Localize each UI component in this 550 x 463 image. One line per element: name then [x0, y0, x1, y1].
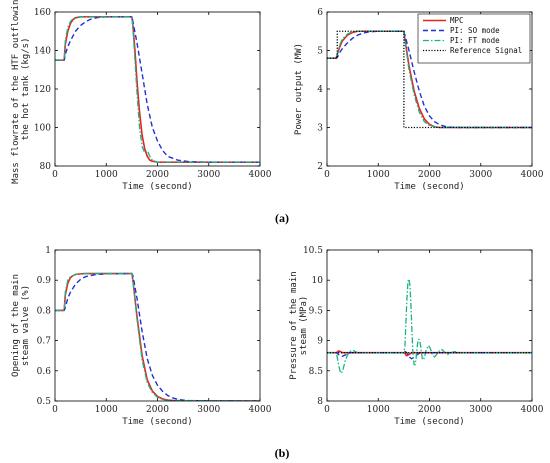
chart-panel-3: 0 1000 2000 3000 4000 8 8.5 9 9.5 10 10.5 Time (sec…: [289, 246, 544, 427]
axes-frame: [54, 11, 261, 167]
chart-panel-2: 0 1000 2000 3000 4000 0.5 0.6 0.7 0.8 0.9 1 Time (s…: [11, 246, 272, 427]
legend-entry: PI: FT mode: [450, 36, 500, 45]
y-tick-label: 120: [34, 85, 51, 95]
axes-frame: [326, 249, 533, 402]
plot-area: [55, 12, 260, 166]
y-axis-label: Power output (MW): [294, 43, 304, 135]
x-tick-label: 0: [52, 170, 58, 180]
x-tick-label: 0: [324, 405, 330, 415]
x-axis-label: Time (second): [122, 417, 192, 427]
x-tick-label: 3000: [469, 170, 492, 180]
y-tick-label: 0.8: [37, 306, 52, 316]
legend-entry: MPC: [450, 16, 464, 25]
y-tick-label: 0.5: [37, 397, 52, 407]
x-tick-label: 2000: [418, 170, 441, 180]
y-tick-label: 0.9: [37, 276, 52, 286]
y-tick-label: 160: [34, 8, 51, 18]
y-axis-label: steam valve (%): [21, 285, 31, 366]
x-tick-label: 1000: [95, 170, 118, 180]
y-tick-label: 0.6: [37, 367, 52, 377]
series-line-2: [55, 16, 260, 164]
y-tick-label: 8: [317, 397, 323, 407]
x-tick-label: 1000: [367, 170, 390, 180]
x-tick-label: 2000: [146, 170, 169, 180]
x-tick-label: 3000: [197, 170, 220, 180]
series-line-1: [55, 16, 260, 163]
axes-frame: [54, 249, 261, 402]
y-tick-label: 0.7: [37, 337, 52, 347]
x-tick-label: 3000: [197, 405, 220, 415]
x-axis-label: Time (second): [122, 182, 192, 192]
x-tick-label: 1000: [95, 405, 118, 415]
x-tick-label: 0: [324, 170, 330, 180]
y-tick-label: 5: [317, 47, 323, 57]
series-line-1: [55, 272, 260, 401]
y-axis-label: Mass flowrate of the HTF outflowing: [11, 0, 21, 184]
y-tick-label: 2: [317, 162, 323, 172]
y-tick-label: 140: [34, 47, 51, 57]
x-tick-label: 3000: [469, 405, 492, 415]
y-tick-label: 10: [312, 276, 324, 286]
y-axis-label: the hot tank (kg/s): [21, 38, 31, 141]
y-tick-label: 1: [45, 246, 51, 256]
y-tick-label: 100: [34, 124, 51, 134]
x-tick-label: 2000: [418, 405, 441, 415]
x-tick-label: 0: [52, 405, 58, 415]
series-line-2: [55, 272, 260, 401]
y-axis-label: steam (MPa): [299, 296, 309, 356]
series-line-3: [327, 30, 532, 129]
x-tick-label: 1000: [367, 405, 390, 415]
x-axis-label: Time (second): [394, 417, 464, 427]
y-tick-label: 80: [40, 162, 52, 172]
chart-panel-0: 0 1000 2000 3000 4000 80 100 120 140 160 Time (sec…: [11, 0, 272, 192]
y-axis-label: Opening of the main: [11, 274, 21, 377]
series-line-2: [327, 30, 532, 129]
series-line-2: [327, 278, 532, 374]
legend-entry: PI: SO mode: [450, 26, 500, 35]
y-axis-label: Pressure of the main: [289, 271, 299, 379]
axes-frame: [326, 11, 533, 167]
y-tick-label: 9.5: [309, 306, 324, 316]
y-tick-label: 6: [317, 8, 323, 18]
y-tick-label: 10.5: [303, 246, 323, 256]
x-tick-label: 4000: [521, 170, 544, 180]
plot-area: [55, 250, 260, 401]
x-tick-label: 4000: [249, 170, 272, 180]
x-tick-label: 2000: [146, 405, 169, 415]
y-tick-label: 9: [317, 337, 323, 347]
panel-tag-b: (b): [275, 446, 290, 460]
x-tick-label: 4000: [249, 405, 272, 415]
plot-area: [327, 250, 532, 401]
chart-panel-1: 0 1000 2000 3000 4000 2 3 4 5 6 Time (second) Power…: [294, 8, 544, 192]
y-tick-label: 8.5: [309, 367, 324, 377]
x-axis-label: Time (second): [394, 182, 464, 192]
y-tick-label: 3: [317, 124, 323, 134]
y-tick-label: 4: [317, 85, 323, 95]
legend-entry: Reference Signal: [450, 46, 522, 55]
panel-tag-a: (a): [275, 211, 289, 225]
x-tick-label: 4000: [521, 405, 544, 415]
